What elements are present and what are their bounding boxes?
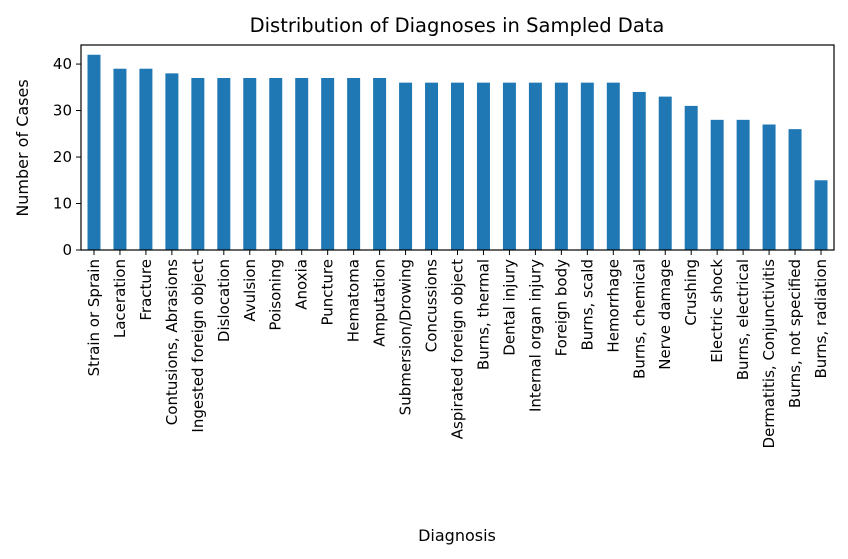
y-tick-label: 40 (53, 55, 72, 73)
bar (684, 105, 698, 251)
y-tick-label: 20 (53, 148, 72, 166)
bar (399, 82, 413, 251)
bar (269, 78, 283, 250)
x-axis-label: Diagnosis (418, 526, 496, 545)
x-tick-label: Nerve damage (656, 259, 674, 370)
x-tick-label: Contusions, Abrasions (163, 259, 181, 425)
y-tick-label: 30 (53, 102, 72, 120)
bar (87, 54, 101, 251)
y-tick-label: 10 (53, 195, 72, 213)
bar (347, 78, 361, 250)
bar (476, 82, 490, 251)
bar (814, 180, 828, 250)
bar (373, 78, 387, 250)
x-tick-label: Poisoning (267, 259, 285, 331)
x-tick-label: Electric shock (708, 259, 726, 363)
x-tick-label: Burns, not specified (786, 259, 804, 408)
bar (658, 96, 672, 250)
bar (243, 78, 257, 250)
x-tick-label: Dermatitis, Conjunctivitis (760, 259, 778, 449)
x-tick-label: Dental injury (500, 259, 518, 356)
x-tick-label: Strain or Sprain (85, 259, 103, 376)
x-tick-label: Hematoma (345, 259, 363, 342)
bar (425, 82, 439, 251)
bar (788, 129, 802, 250)
bar (632, 91, 646, 250)
x-tick-label: Aspirated foreign object (449, 259, 467, 439)
x-tick-label: Hemorrhage (604, 259, 622, 353)
bar (502, 82, 516, 251)
bar (165, 73, 179, 250)
y-axis-ticks: 0 10 20 30 40 (53, 55, 81, 259)
bar (762, 124, 776, 250)
x-axis-ticks: Strain or Sprain Laceration Fracture Contus… (85, 250, 830, 448)
x-tick-label: Fracture (137, 259, 155, 321)
x-tick-label: Foreign body (552, 259, 570, 357)
bar (139, 68, 153, 251)
bar (736, 119, 750, 250)
bar (217, 78, 231, 250)
bar (528, 82, 542, 251)
x-tick-label: Burns, radiation (812, 259, 830, 379)
x-tick-label: Crushing (682, 259, 700, 326)
x-tick-label: Dislocation (215, 259, 233, 342)
bar (451, 82, 464, 251)
x-tick-label: Anoxia (293, 259, 311, 310)
bar (554, 82, 568, 251)
x-tick-label: Internal organ injury (526, 259, 544, 412)
x-tick-label: Concussions (423, 259, 441, 352)
x-tick-label: Puncture (319, 259, 337, 326)
x-tick-label: Burns, thermal (474, 259, 492, 370)
x-tick-label: Amputation (371, 259, 389, 347)
bar (580, 82, 594, 251)
bar (191, 78, 205, 250)
x-tick-label: Avulsion (241, 259, 259, 322)
y-tick-label: 0 (62, 241, 72, 259)
x-tick-label: Burns, electrical (734, 259, 752, 380)
bar (321, 78, 335, 250)
chart-title: Distribution of Diagnoses in Sampled Dat… (250, 14, 665, 37)
bar (113, 68, 127, 251)
x-tick-label: Ingested foreign object (189, 259, 207, 433)
bars-group (87, 54, 828, 251)
bar (606, 82, 620, 251)
y-axis-label: Number of Cases (13, 79, 32, 216)
bar (710, 119, 724, 250)
x-tick-label: Submersion/Drowing (397, 259, 415, 415)
x-tick-label: Burns, scald (578, 259, 596, 351)
x-tick-label: Laceration (111, 259, 129, 338)
bar (295, 78, 309, 250)
plot-frame (80, 44, 835, 251)
x-tick-label: Burns, chemical (630, 259, 648, 379)
